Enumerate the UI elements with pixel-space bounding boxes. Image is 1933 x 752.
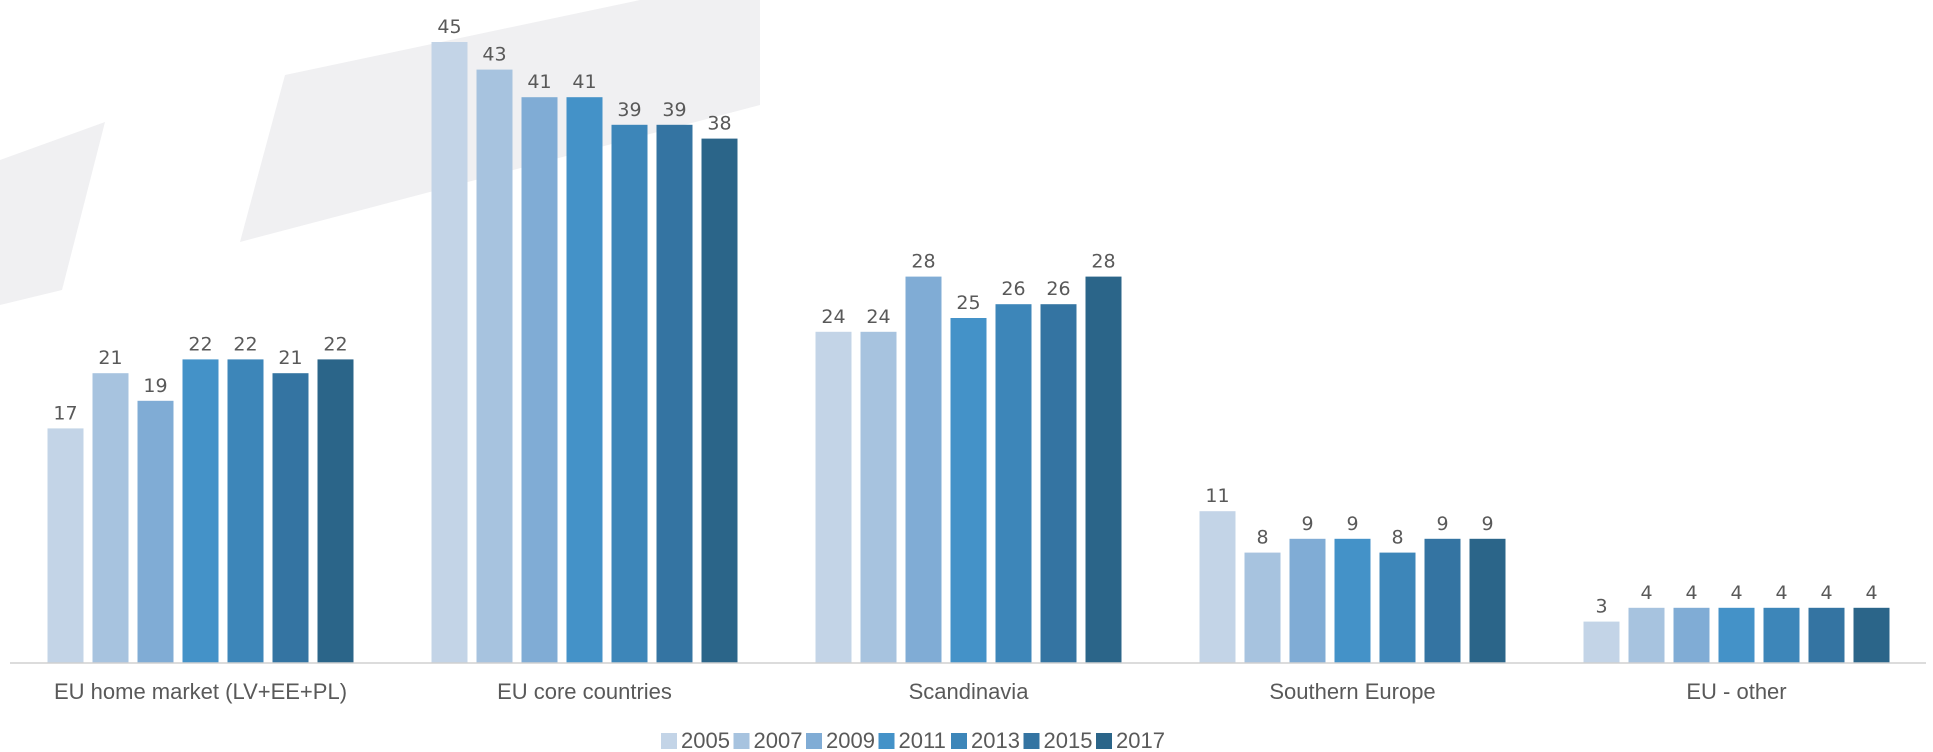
data-label-2011-4: 4: [1730, 582, 1742, 604]
bar-2017-3: [1469, 538, 1506, 663]
data-label-2017-1: 38: [707, 113, 731, 135]
data-label-2007-1: 43: [482, 44, 506, 66]
bar-2011-2: [950, 318, 987, 663]
bar-2017-0: [317, 359, 354, 663]
category-label-3: Southern Europe: [1269, 679, 1435, 704]
bar-2005-1: [431, 42, 468, 663]
bar-2007-4: [1628, 607, 1665, 663]
data-label-2013-4: 4: [1775, 582, 1787, 604]
data-label-2009-3: 9: [1301, 513, 1313, 535]
data-label-2015-4: 4: [1820, 582, 1832, 604]
category-label-0: EU home market (LV+EE+PL): [54, 679, 347, 704]
legend-label-2013: 2013: [971, 728, 1020, 752]
data-label-2007-3: 8: [1256, 527, 1268, 549]
data-label-2009-2: 28: [911, 251, 935, 273]
data-label-2013-3: 8: [1391, 527, 1403, 549]
bar-2015-0: [272, 373, 309, 663]
bar-2005-3: [1199, 511, 1236, 663]
data-label-2009-0: 19: [143, 375, 167, 397]
bar-2015-1: [656, 124, 693, 664]
bar-2017-4: [1853, 607, 1890, 663]
data-label-2011-2: 25: [956, 292, 980, 314]
legend: 2005 2007 2009 2011 2013 2015 2017: [661, 728, 1165, 752]
legend-label-2017: 2017: [1116, 728, 1165, 752]
bar-2013-4: [1763, 607, 1800, 663]
legend-swatch-2009: [806, 733, 822, 749]
data-label-2011-3: 9: [1346, 513, 1358, 535]
data-label-2009-4: 4: [1685, 582, 1697, 604]
bar-2013-1: [611, 124, 648, 664]
category-label-1: EU core countries: [497, 679, 672, 704]
bar-2007-3: [1244, 552, 1281, 663]
bar-2009-2: [905, 276, 942, 663]
category-label-2: Scandinavia: [909, 679, 1030, 704]
bar-2013-0: [227, 359, 264, 663]
bar-2015-2: [1040, 304, 1077, 663]
data-label-2017-2: 28: [1091, 251, 1115, 273]
data-label-2005-3: 11: [1205, 485, 1229, 507]
bar-2009-1: [521, 97, 558, 663]
legend-label-2005: 2005: [681, 728, 730, 752]
legend-label-2009: 2009: [826, 728, 875, 752]
data-label-2015-2: 26: [1046, 278, 1070, 300]
legend-swatch-2011: [878, 733, 895, 749]
data-label-2015-0: 21: [278, 347, 302, 369]
data-label-2015-1: 39: [662, 99, 686, 121]
data-label-2009-1: 41: [527, 71, 551, 93]
legend-swatch-2013: [951, 733, 967, 749]
bar-2013-2: [995, 304, 1032, 663]
data-label-2013-1: 39: [617, 99, 641, 121]
data-label-2017-4: 4: [1865, 582, 1877, 604]
bar-2011-4: [1718, 607, 1755, 663]
legend-swatch-2017: [1096, 733, 1112, 749]
data-label-2011-0: 22: [188, 333, 212, 355]
bars: [47, 42, 1890, 664]
bar-2017-2: [1085, 276, 1122, 663]
bar-2009-3: [1289, 538, 1326, 663]
bar-2013-3: [1379, 552, 1416, 663]
data-label-2013-0: 22: [233, 333, 257, 355]
bar-2007-1: [476, 69, 513, 664]
data-label-2007-0: 21: [98, 347, 122, 369]
bar-2005-4: [1583, 621, 1620, 663]
category-label-4: EU - other: [1686, 679, 1786, 704]
legend-label-2007: 2007: [754, 728, 803, 752]
legend-label-2015: 2015: [1044, 728, 1093, 752]
legend-swatch-2005: [661, 733, 677, 749]
data-label-2005-0: 17: [53, 402, 77, 424]
bar-2005-2: [815, 331, 852, 663]
data-label-2017-3: 9: [1481, 513, 1493, 535]
bar-2015-3: [1424, 538, 1461, 663]
bar-2009-0: [137, 400, 174, 663]
data-label-2017-0: 22: [323, 333, 347, 355]
data-label-2015-3: 9: [1436, 513, 1448, 535]
category-labels: EU home market (LV+EE+PL) EU core countri…: [54, 679, 1787, 704]
legend-swatch-2015: [1023, 733, 1040, 749]
bar-2005-0: [47, 428, 84, 663]
bar-2007-2: [860, 331, 897, 663]
data-label-2005-2: 24: [821, 306, 845, 328]
bar-2017-1: [701, 138, 738, 664]
legend-swatch-2007: [733, 733, 750, 749]
bar-2015-4: [1808, 607, 1845, 663]
data-label-2007-4: 4: [1640, 582, 1652, 604]
data-label-2005-1: 45: [437, 16, 461, 38]
data-label-2011-1: 41: [572, 71, 596, 93]
data-label-2013-2: 26: [1001, 278, 1025, 300]
bar-2009-4: [1673, 607, 1710, 663]
data-label-2007-2: 24: [866, 306, 890, 328]
bar-2011-3: [1334, 538, 1371, 663]
data-label-2005-4: 3: [1595, 596, 1607, 618]
legend-label-2011: 2011: [899, 728, 946, 752]
bar-2007-0: [92, 373, 129, 663]
bar-2011-1: [566, 97, 603, 663]
bar-2011-0: [182, 359, 219, 663]
